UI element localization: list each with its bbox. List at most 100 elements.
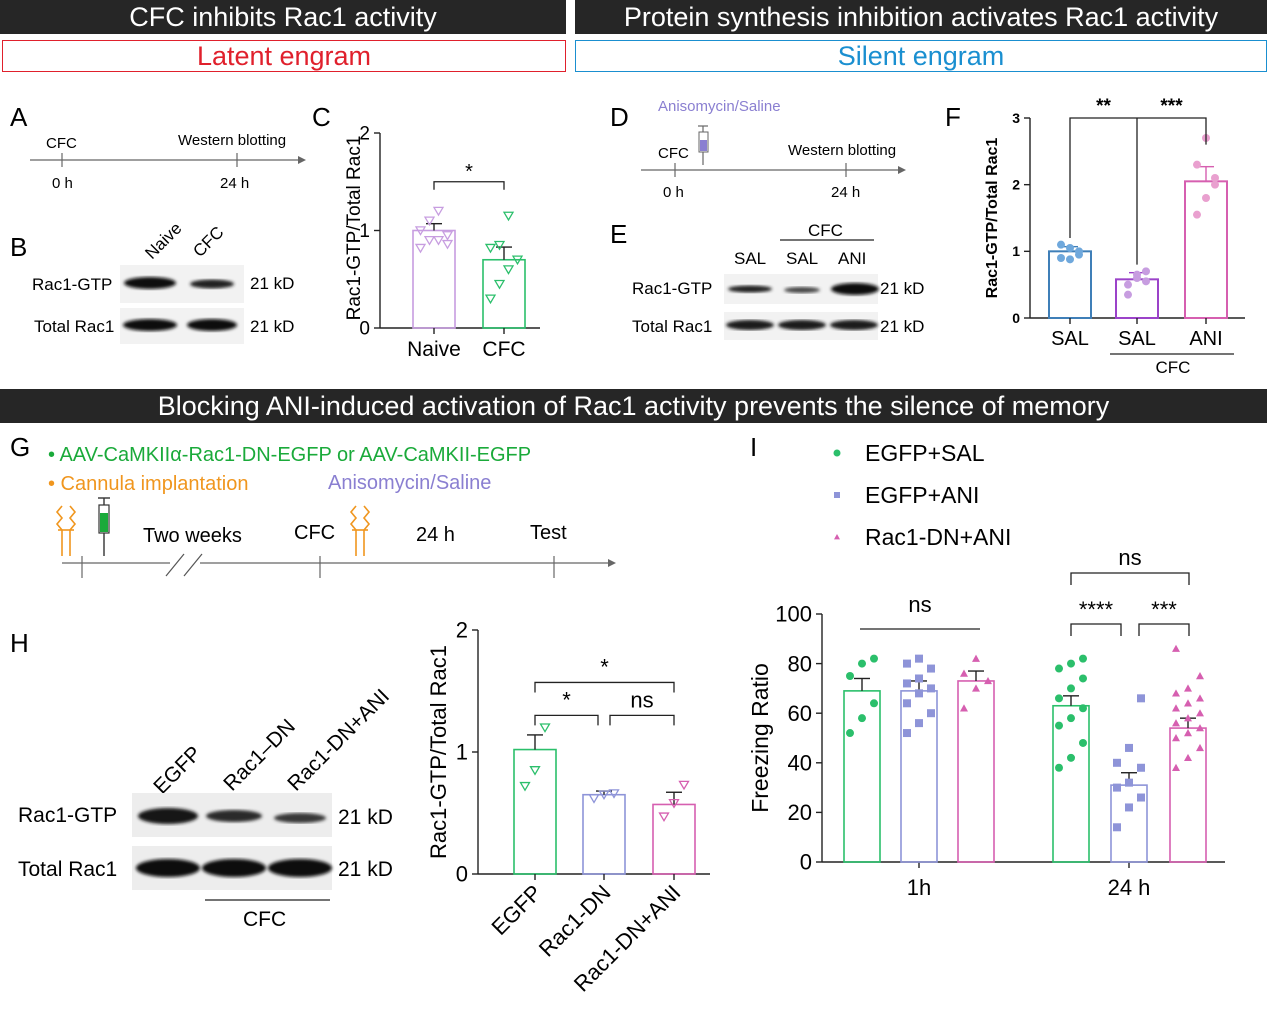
chart-i-point bbox=[1055, 721, 1063, 730]
chart-i-point bbox=[1079, 654, 1087, 663]
chart-i-sig-label: ns bbox=[1118, 545, 1141, 570]
chart-i-point bbox=[1172, 734, 1180, 742]
band-h-egfp-gtp bbox=[138, 808, 198, 824]
syringe-icon-g bbox=[98, 497, 110, 556]
event-cfc-a: CFC bbox=[46, 135, 77, 152]
chart-f-yaxis-tick-label: 0 bbox=[1012, 310, 1020, 326]
chart-i-point bbox=[984, 676, 992, 685]
h24-label-g: 24 h bbox=[416, 524, 455, 546]
chart-h-yaxis-tick-label: 0 bbox=[456, 862, 468, 887]
chart-f-point bbox=[1066, 255, 1074, 264]
chart-h-point bbox=[519, 781, 531, 792]
chart-i-legend-label: EGFP+SAL bbox=[865, 440, 985, 466]
lane-label-cfc: CFC bbox=[189, 223, 227, 261]
chart-i-sig-bracket bbox=[1138, 623, 1190, 636]
chart-i-sig-bracket bbox=[1070, 623, 1122, 636]
chart-c-xtick-label: Naive bbox=[407, 338, 461, 361]
chart-i-point bbox=[1113, 758, 1121, 767]
chart-f-ylabel: Rac1-GTP/Total Rac1 bbox=[984, 138, 1001, 299]
group-label-e: CFC bbox=[808, 221, 843, 240]
panel-letter-d: D bbox=[610, 102, 629, 132]
chart-i-legend-marker bbox=[834, 492, 840, 498]
chart-i-yaxis-tick-label: 60 bbox=[788, 701, 812, 726]
chart-f-point bbox=[1075, 247, 1083, 256]
chart-c-point bbox=[432, 235, 445, 246]
band-h-dnani-gtp bbox=[274, 813, 326, 823]
chart-f-xtick-label: SAL bbox=[1051, 328, 1089, 350]
chart-f-point bbox=[1211, 180, 1219, 189]
chart-f-point bbox=[1057, 254, 1065, 262]
chart-i-point bbox=[915, 674, 923, 683]
band-e-ani-total bbox=[830, 320, 878, 330]
chart-f-yaxis-tick-label: 3 bbox=[1012, 110, 1020, 126]
chart-i-yaxis-tick-label: 20 bbox=[788, 800, 812, 825]
panel-letter-g: G bbox=[10, 432, 30, 462]
chart-h-sig-bracket bbox=[609, 714, 675, 726]
chart-h-bar bbox=[513, 748, 557, 875]
chart-i-point bbox=[1067, 753, 1075, 762]
header-middle: Blocking ANI-induced activation of Rac1 … bbox=[0, 389, 1267, 423]
chart-f-point bbox=[1193, 210, 1201, 219]
chart-h-point bbox=[608, 789, 620, 799]
chart-h-sig-label: ns bbox=[630, 687, 653, 712]
kd-label-e-total: 21 kD bbox=[880, 317, 924, 336]
band-e-ani-gtp bbox=[831, 283, 879, 295]
chart-i-sig-label: *** bbox=[1151, 597, 1177, 622]
chart-i-xtick-label: 24 h bbox=[1108, 875, 1151, 900]
chart-i-point bbox=[915, 654, 923, 663]
chart-c-bar bbox=[482, 258, 526, 329]
chart-i-sig-bracket bbox=[1070, 572, 1190, 585]
timeline-break-gap bbox=[170, 553, 200, 573]
band-b-naive-gtp bbox=[124, 277, 176, 289]
chart-i-point bbox=[1067, 714, 1075, 723]
chart-i-point bbox=[1172, 644, 1180, 652]
chart-c-sig-bracket bbox=[433, 181, 505, 190]
band-e-sal2-total bbox=[778, 320, 826, 330]
chart-f-sig-label: *** bbox=[1160, 96, 1183, 117]
chart-i-legend-marker bbox=[834, 534, 840, 540]
chart-i-point bbox=[1055, 694, 1063, 703]
chart-i-legend-label: Rac1-DN+ANI bbox=[865, 524, 1011, 550]
chart-i-yaxis-tick-label: 100 bbox=[775, 602, 812, 627]
chart-i-legend-marker bbox=[833, 449, 841, 457]
chart-i-point bbox=[1113, 823, 1121, 832]
chart-h-point bbox=[668, 798, 680, 809]
chart-i-point bbox=[1196, 743, 1204, 752]
row-label-e-gtp: Rac1-GTP bbox=[632, 279, 712, 298]
chart-i-point bbox=[1172, 689, 1180, 697]
cannula-icon-2 bbox=[349, 505, 371, 556]
chart-c-point bbox=[493, 240, 506, 251]
chart-i-point bbox=[972, 684, 980, 692]
chart-h-sig-bracket bbox=[534, 681, 675, 693]
row-label-h-gtp: Rac1-GTP bbox=[18, 804, 117, 827]
two-weeks-label: Two weeks bbox=[143, 525, 242, 547]
chart-i-point bbox=[960, 704, 968, 712]
chart-i-point bbox=[846, 729, 854, 738]
panel-letter-f: F bbox=[945, 102, 961, 132]
chart-i-point bbox=[903, 699, 911, 708]
time-24h-a: 24 h bbox=[220, 175, 249, 192]
syringe-icon bbox=[698, 125, 709, 165]
kd-label-h-gtp: 21 kD bbox=[338, 806, 393, 829]
chart-h-sig-bracket bbox=[534, 714, 599, 726]
header-left: CFC inhibits Rac1 activity bbox=[0, 0, 566, 34]
event-wb-d: Western blotting bbox=[788, 142, 896, 159]
chart-c-point bbox=[511, 255, 524, 266]
chart-c-point bbox=[432, 206, 445, 217]
row-label-e-total: Total Rac1 bbox=[632, 317, 712, 336]
chart-i-point bbox=[1184, 684, 1192, 692]
chart-i-point bbox=[1125, 778, 1133, 787]
chart-i-point bbox=[1184, 729, 1192, 737]
chart-c-point bbox=[423, 216, 436, 227]
lane-label-e-ani: ANI bbox=[838, 249, 866, 268]
chart-i-point bbox=[927, 684, 935, 693]
chart-i-point bbox=[1172, 704, 1180, 712]
chart-f-point bbox=[1142, 277, 1150, 286]
chart-i-point bbox=[1137, 694, 1145, 703]
chart-i-point bbox=[858, 714, 866, 723]
chart-i-point bbox=[1079, 674, 1087, 683]
chart-c-point bbox=[414, 226, 427, 236]
chart-f-point bbox=[1133, 270, 1141, 279]
panel-letter-c: C bbox=[312, 102, 331, 132]
